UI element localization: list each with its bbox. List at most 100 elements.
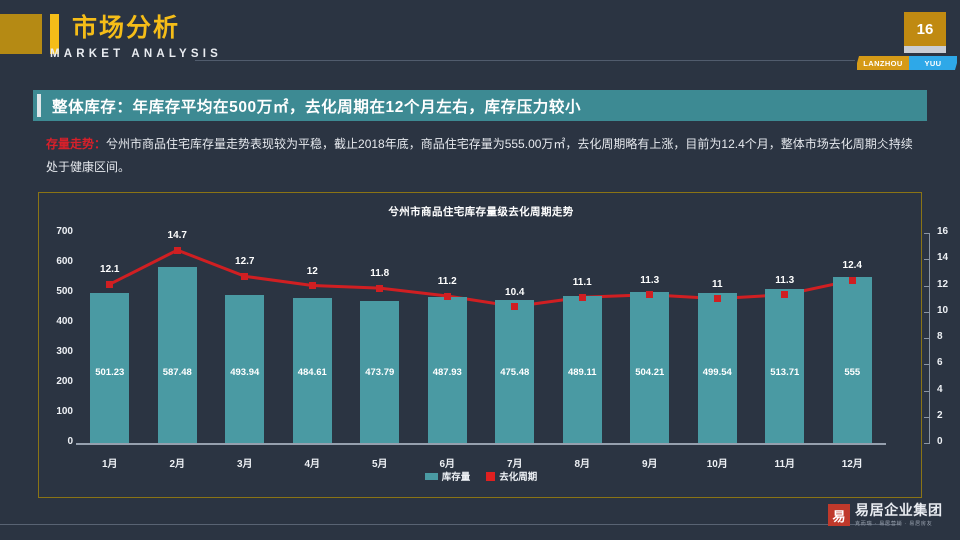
y-axis-right-tick-label: 12 <box>937 278 949 290</box>
logo-mark-icon: 易 <box>828 504 850 526</box>
x-axis-tick-label: 11月 <box>774 459 796 470</box>
header-gold-block <box>0 14 42 54</box>
brand-tag-right: YUU <box>909 56 957 70</box>
x-axis-tick-label: 2月 <box>169 459 186 470</box>
y-axis-left-tick-label: 400 <box>56 316 73 327</box>
bar-column <box>90 292 130 443</box>
line-value-label: 12.1 <box>100 264 120 276</box>
legend-item-inventory: 库存量 <box>424 469 471 483</box>
line-data-point <box>106 280 114 288</box>
paragraph-body: 兮州市商品住宅库存量走势表现较为平稳，截止2018年底，商品住宅存量为555.0… <box>46 137 913 174</box>
line-value-label: 11 <box>711 278 723 290</box>
page-header: 市场分析 MARKET ANALYSIS 16 LANZHOU YUU <box>0 0 960 88</box>
y-axis-right-tick <box>924 338 929 339</box>
bar-value-label: 555 <box>844 367 861 378</box>
line-data-point <box>308 282 316 289</box>
y-axis-right-tick <box>924 259 929 261</box>
bar-value-label: 499.54 <box>702 367 732 378</box>
legend-label-inventory: 库存量 <box>441 472 471 483</box>
bar-value-label: 489.11 <box>567 367 597 378</box>
y-axis-right-tick <box>924 390 929 392</box>
y-axis-right-tick <box>924 311 929 313</box>
line-data-point <box>376 284 384 292</box>
paragraph-label: 存量走势： <box>46 137 107 151</box>
chart-legend: 库存量 去化周期 <box>39 469 923 483</box>
legend-bar-swatch-icon <box>424 472 438 480</box>
legend-item-cycle: 去化周期 <box>486 469 537 483</box>
headline-banner: 整体库存：年库存平均在500万㎡，去化周期在12个月左右，库存压力较小 <box>33 90 927 121</box>
footer-divider <box>0 524 900 525</box>
line-data-point <box>241 272 249 280</box>
bar-column <box>832 276 872 443</box>
bar-column <box>157 266 197 443</box>
y-axis-right-tick <box>924 233 929 234</box>
legend-dot-swatch-icon <box>486 471 496 481</box>
chart-container: 兮州市商品住宅库存量级去化周期走势 库存量 去化周期 0 100 200 300 400… <box>38 192 948 498</box>
y-axis-right-tick <box>924 416 929 418</box>
x-axis-tick-label: 6月 <box>439 459 456 470</box>
y-axis-left-tick-label: 300 <box>56 346 73 357</box>
bar-value-label: 587.48 <box>162 367 192 378</box>
y-axis-right-tick-label: 16 <box>937 226 949 237</box>
bar-column <box>697 293 737 443</box>
y-axis-right-tick-label: 2 <box>937 409 943 421</box>
y-axis-right-tick <box>924 443 929 444</box>
line-data-point <box>713 295 721 303</box>
bar-value-label: 487.93 <box>432 367 462 378</box>
line-data-point <box>781 291 789 299</box>
y-axis-right-tick-label: 4 <box>937 383 943 395</box>
line-data-point <box>511 303 519 310</box>
headline-accent <box>37 94 41 117</box>
bar-value-label: 475.48 <box>500 367 530 378</box>
x-axis-tick-label: 10月 <box>706 459 728 470</box>
brand-tag-left: LANZHOU <box>857 56 909 70</box>
line-data-point <box>173 246 181 254</box>
x-axis-tick-label: 5月 <box>371 459 388 470</box>
y-axis-left-tick-label: 200 <box>56 376 73 387</box>
bar-column <box>360 300 400 443</box>
bar-column <box>495 300 535 443</box>
y-axis-left-tick-label: 0 <box>67 436 73 447</box>
x-axis-tick-label: 9月 <box>641 459 658 470</box>
y-axis-right-tick-label: 6 <box>937 357 943 369</box>
legend-label-cycle: 去化周期 <box>499 472 538 483</box>
brand-tag: LANZHOU YUU <box>855 56 959 70</box>
page-title: 市场分析 <box>72 14 181 42</box>
line-value-label: 11.2 <box>437 276 457 287</box>
x-axis-tick-label: 4月 <box>304 459 321 470</box>
y-axis-right-tick-label: 10 <box>937 304 949 316</box>
line-value-label: 12 <box>306 265 318 277</box>
y-axis-left-tick-label: 600 <box>56 256 73 267</box>
y-axis-right-tick <box>924 285 929 287</box>
page-number-underline <box>904 46 946 53</box>
line-data-point <box>646 291 654 299</box>
bar-value-label: 484.61 <box>297 367 327 378</box>
chart-title: 兮州市商品住宅库存量级去化周期走势 <box>388 206 574 218</box>
bar-value-label: 493.94 <box>230 367 260 378</box>
y-axis-left-tick-label: 500 <box>56 286 73 297</box>
bar-column <box>630 291 670 443</box>
y-axis-right-tick-label: 0 <box>937 436 943 447</box>
bar-column <box>225 294 265 443</box>
line-value-label: 12.7 <box>235 256 255 268</box>
line-data-point <box>848 276 856 284</box>
y-axis-right-tick-label: 8 <box>937 331 943 342</box>
x-axis-tick-label: 7月 <box>506 459 523 470</box>
line-value-label: 12.4 <box>842 260 862 272</box>
line-data-point <box>443 292 451 300</box>
bar-column <box>427 296 467 443</box>
x-axis-line <box>76 443 886 445</box>
bar-column <box>562 296 602 443</box>
x-axis-tick-label: 3月 <box>236 459 253 470</box>
bar-column <box>765 288 805 443</box>
header-divider <box>195 60 855 61</box>
x-axis-tick-label: 12月 <box>841 459 863 470</box>
summary-paragraph: 存量走势：兮州市商品住宅库存量走势表现较为平稳，截止2018年底，商品住宅存量为… <box>46 133 921 179</box>
y-axis-left-tick-label: 100 <box>56 406 73 417</box>
right-axis-line <box>929 233 931 444</box>
header-gold-bar <box>50 14 59 54</box>
logo-wordmark: 易居企业集团 <box>855 502 943 518</box>
company-logo: 易 易居企业集团 克而瑞 · 易居营销 · 易居房友 <box>828 503 943 527</box>
bar-value-label: 504.21 <box>635 367 665 378</box>
y-axis-left-tick-label: 700 <box>56 226 73 237</box>
